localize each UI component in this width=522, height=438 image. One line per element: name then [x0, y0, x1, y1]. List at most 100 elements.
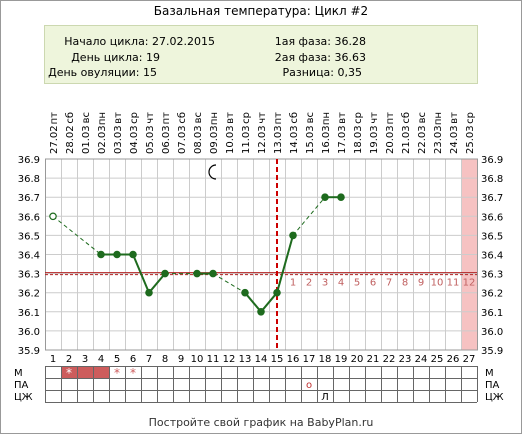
date-label: 05.03	[145, 125, 156, 154]
weekday-label: пт	[161, 112, 172, 125]
date-label: 01.03	[81, 125, 92, 154]
day-number-label: 22	[383, 354, 396, 365]
day-number-label: 21	[367, 354, 380, 365]
menses-star: *	[114, 366, 120, 380]
series-segment	[292, 196, 326, 236]
weekday-label: пн	[209, 112, 220, 125]
day-number-label: 11	[207, 354, 220, 365]
y-tick-label-left: 36.7	[18, 193, 40, 204]
y-tick-label-right: 36.4	[481, 251, 503, 262]
data-point	[49, 212, 57, 221]
day-number-label: 5	[114, 354, 120, 365]
series-segment	[260, 292, 278, 313]
luteal-day-number: 6	[370, 278, 376, 289]
weekday-label: чт	[369, 112, 380, 124]
day-number-label: 17	[303, 354, 316, 365]
date-label: 27.02	[49, 125, 60, 154]
y-tick-label-left: 36.2	[18, 289, 40, 300]
date-label: 10.03	[225, 125, 236, 154]
weekday-label: ср	[129, 112, 140, 124]
date-label: 13.03	[273, 125, 284, 154]
weekday-label: ср	[353, 112, 364, 124]
day-number-label: 18	[319, 354, 332, 365]
weekday-label: сб	[177, 112, 188, 124]
data-point	[241, 288, 249, 297]
y-tick-label-right: 36.9	[481, 155, 503, 166]
day-number-label: 12	[223, 354, 236, 365]
day-number-label: 27	[463, 354, 476, 365]
y-tick-label-left: 36.4	[18, 251, 40, 262]
data-point	[337, 193, 345, 202]
date-label: 15.03	[305, 125, 316, 154]
date-label: 12.03	[257, 125, 268, 154]
data-point	[145, 288, 153, 297]
day-number-label: 6	[130, 354, 136, 365]
row-label-left: ПА	[14, 380, 29, 391]
luteal-day-number: 3	[322, 278, 328, 289]
weekday-label: ср	[241, 112, 252, 124]
weekday-label: пн	[321, 112, 332, 125]
y-tick-label-right: 36.1	[481, 308, 503, 319]
date-label: 19.03	[369, 125, 380, 154]
series-segment	[244, 292, 262, 313]
row-label-left: М	[14, 368, 23, 379]
weekday-label: вс	[305, 112, 316, 123]
y-tick-label-right: 36.8	[481, 174, 503, 185]
series-segment	[148, 272, 166, 294]
menses-cell	[77, 366, 93, 378]
date-label: 03.03	[113, 125, 124, 154]
luteal-day-number: 11	[447, 278, 460, 289]
weekday-label: сб	[401, 112, 412, 124]
y-tick-label-right: 36.3	[481, 270, 503, 281]
date-label: 11.03	[241, 125, 252, 154]
date-label: 18.03	[353, 125, 364, 154]
phase2-label: 2ая фаза: 36.63	[275, 51, 366, 64]
y-tick-label-right: 36.5	[481, 231, 503, 242]
luteal-day-number: 5	[354, 278, 360, 289]
weekday-label: вт	[225, 112, 236, 124]
y-tick-label-left: 36.8	[18, 174, 40, 185]
data-point	[257, 307, 265, 316]
date-label: 08.03	[193, 125, 204, 154]
weekday-label: вт	[449, 112, 460, 124]
weekday-label: вс	[417, 112, 428, 123]
data-point	[129, 250, 137, 259]
day-number-label: 26	[447, 354, 460, 365]
date-label: 28.02	[65, 125, 76, 154]
ovulation-day-label: День овуляции: 15	[48, 66, 157, 79]
y-tick-label-left: 36.6	[18, 212, 40, 223]
y-tick-label-left: 36.0	[18, 327, 40, 338]
data-point	[209, 269, 217, 278]
data-point	[289, 231, 297, 240]
date-label: 07.03	[177, 125, 188, 154]
menses-cell	[61, 366, 77, 378]
date-label: 24.03	[449, 125, 460, 154]
y-tick-label-left: 36.5	[18, 231, 40, 242]
data-point	[97, 250, 105, 259]
day-number-label: 23	[399, 354, 412, 365]
date-label: 09.03	[209, 125, 220, 154]
y-tick-label-right: 36.7	[481, 193, 503, 204]
date-label: 21.03	[401, 125, 412, 154]
weekday-label: ср	[465, 112, 476, 124]
plot-border	[45, 158, 478, 351]
date-label: 23.03	[433, 125, 444, 154]
info-box	[44, 25, 478, 84]
footer-text: Постройте свой график на BabyPlan.ru	[149, 416, 374, 429]
weekday-label: пт	[273, 112, 284, 125]
difference-label: Разница: 0,35	[283, 66, 363, 79]
date-label: 16.03	[321, 125, 332, 154]
weekday-label: вт	[337, 112, 348, 124]
series-segment	[276, 235, 294, 293]
series-segment	[132, 254, 150, 294]
day-number-label: 8	[162, 354, 168, 365]
data-point	[161, 269, 169, 278]
day-number-label: 14	[255, 354, 268, 365]
date-label: 20.03	[385, 125, 396, 154]
day-number-label: 19	[335, 354, 348, 365]
day-number-label: 20	[351, 354, 364, 365]
date-label: 02.03	[97, 125, 108, 154]
y-tick-label-right: 35.9	[481, 346, 503, 357]
day-number-label: 3	[82, 354, 88, 365]
menses-cell	[93, 366, 109, 378]
